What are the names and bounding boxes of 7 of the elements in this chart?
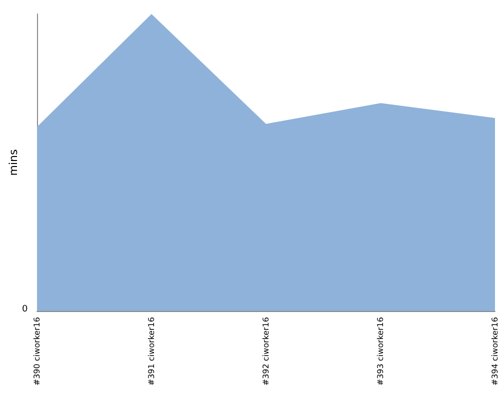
x-tick-label: #392 ciworker16 bbox=[262, 317, 270, 386]
y-axis-title: mins bbox=[7, 149, 20, 176]
text: 0 bbox=[22, 304, 28, 314]
x-tick-label: #390 ciworker16 bbox=[32, 317, 42, 386]
x-tick-label: #394 ciworker16 bbox=[490, 317, 500, 386]
x-tick-label: #391 ciworker16 bbox=[147, 317, 156, 386]
x-tick-label: #393 ciworker16 bbox=[376, 317, 385, 386]
